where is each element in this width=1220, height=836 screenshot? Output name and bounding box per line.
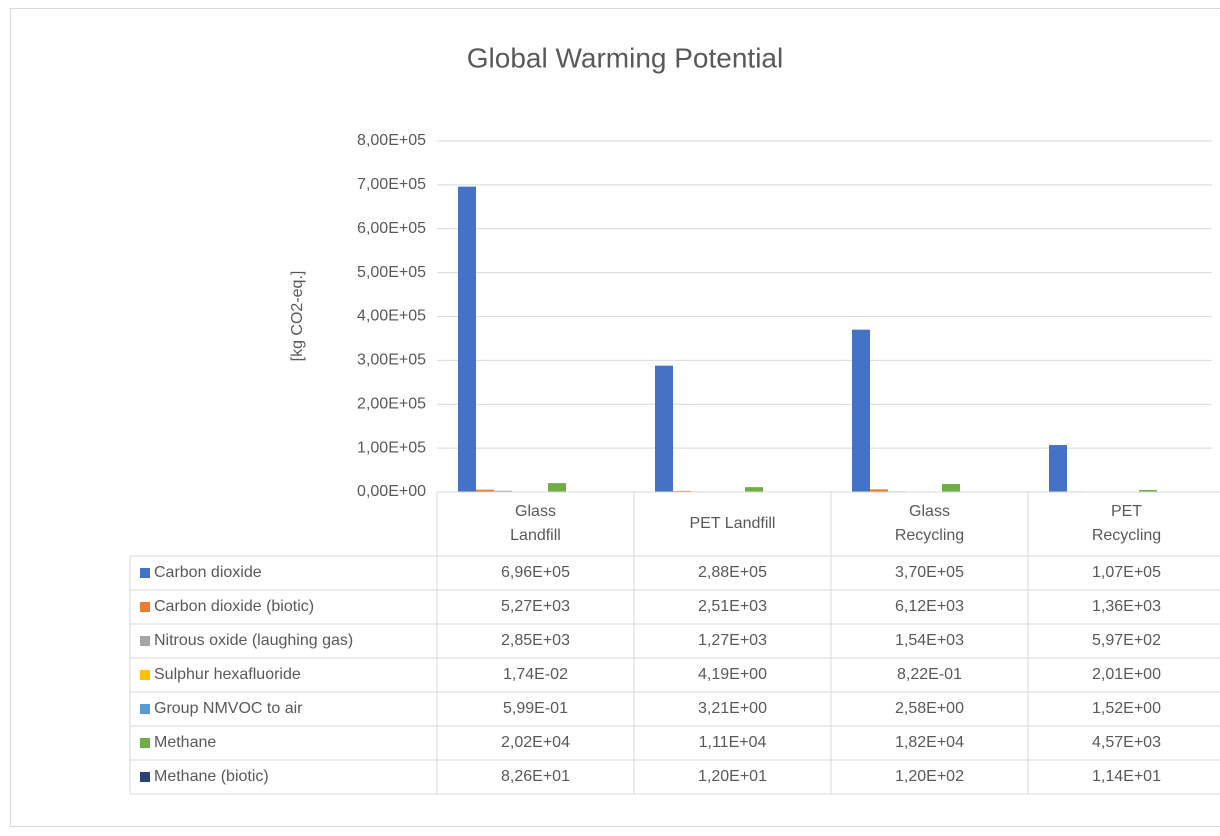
x-tick-label: Glass Recycling bbox=[894, 503, 965, 544]
x-tick-label: Glass Landfill bbox=[510, 503, 561, 544]
legend-label: Carbon dioxide bbox=[154, 564, 262, 581]
y-tick-label: 3,00E+05 bbox=[357, 352, 426, 369]
y-tick-label: 6,00E+05 bbox=[357, 220, 426, 237]
bar bbox=[870, 489, 888, 492]
table-value: 1,54E+03 bbox=[895, 632, 964, 649]
table-value: 8,22E-01 bbox=[897, 666, 962, 683]
table-value: 5,99E-01 bbox=[503, 700, 568, 717]
category-cell-box: Glass Recycling bbox=[831, 492, 1028, 556]
legend-label: Nitrous oxide (laughing gas) bbox=[154, 632, 353, 649]
table-value: 3,70E+05 bbox=[895, 564, 964, 581]
table-value: 1,82E+04 bbox=[895, 734, 964, 751]
x-tick-label: PET Recycling bbox=[1091, 503, 1162, 544]
x-tick-label: PET Landfill bbox=[689, 515, 776, 532]
table-value: 2,58E+00 bbox=[895, 700, 964, 717]
y-tick-label: 2,00E+05 bbox=[357, 395, 426, 412]
table-value: 3,21E+00 bbox=[698, 700, 767, 717]
legend-label: Carbon dioxide (biotic) bbox=[154, 598, 314, 615]
table-value: 1,14E+01 bbox=[1092, 768, 1161, 785]
category-cell: PET Recycling bbox=[1028, 492, 1220, 556]
table-value: 1,20E+02 bbox=[895, 768, 964, 785]
legend-label: Methane bbox=[154, 734, 216, 751]
chart-frame bbox=[10, 8, 1220, 827]
y-tick-label: 7,00E+05 bbox=[357, 176, 426, 193]
table-value: 2,01E+00 bbox=[1092, 666, 1161, 683]
table-value: 1,11E+04 bbox=[699, 734, 767, 751]
table-value: 2,02E+04 bbox=[501, 734, 570, 751]
category-cell-box: PET Recycling bbox=[1028, 492, 1220, 556]
bar bbox=[745, 487, 763, 492]
y-tick-label: 5,00E+05 bbox=[357, 264, 426, 281]
category-cell: PET Landfill bbox=[634, 492, 831, 556]
bar bbox=[655, 365, 673, 492]
table-value: 5,27E+03 bbox=[501, 598, 570, 615]
legend-label: Sulphur hexafluoride bbox=[154, 666, 301, 683]
bar bbox=[942, 484, 960, 492]
y-tick-label: 1,00E+05 bbox=[357, 439, 426, 456]
table-value: 1,36E+03 bbox=[1092, 598, 1161, 615]
table-value: 2,85E+03 bbox=[501, 632, 570, 649]
bar bbox=[476, 489, 494, 492]
table-value: 5,97E+02 bbox=[1092, 632, 1161, 649]
bar bbox=[673, 490, 691, 492]
legend-key bbox=[140, 670, 150, 680]
table-value: 4,19E+00 bbox=[698, 666, 767, 683]
bar bbox=[1049, 445, 1067, 492]
table-value: 4,57E+03 bbox=[1092, 734, 1161, 751]
y-axis-label: [kg CO2-eq.] bbox=[289, 271, 306, 362]
table-value: 2,88E+05 bbox=[698, 564, 767, 581]
legend-key bbox=[140, 772, 150, 782]
category-cell-box: PET Landfill bbox=[634, 492, 831, 556]
legend-key bbox=[140, 602, 150, 612]
table-value: 1,27E+03 bbox=[698, 632, 767, 649]
bar bbox=[458, 186, 476, 492]
chart-title: Global Warming Potential bbox=[467, 42, 783, 73]
legend-key bbox=[140, 636, 150, 646]
table-value: 1,74E-02 bbox=[503, 666, 568, 683]
bar bbox=[494, 490, 512, 492]
y-tick-label: 0,00E+00 bbox=[357, 483, 426, 500]
table-value: 8,26E+01 bbox=[501, 768, 570, 785]
legend-key bbox=[140, 568, 150, 578]
y-tick-label: 8,00E+05 bbox=[357, 132, 426, 149]
table-value: 1,07E+05 bbox=[1092, 564, 1161, 581]
category-cell-box: Glass Landfill bbox=[437, 492, 634, 556]
category-cell: Glass Recycling bbox=[831, 492, 1028, 556]
bar bbox=[548, 483, 566, 492]
table-value: 6,12E+03 bbox=[895, 598, 964, 615]
table-value: 2,51E+03 bbox=[698, 598, 767, 615]
bar bbox=[1139, 489, 1157, 492]
table-value: 1,20E+01 bbox=[698, 768, 767, 785]
legend-key bbox=[140, 704, 150, 714]
legend-label: Group NMVOC to air bbox=[154, 700, 303, 717]
y-tick-label: 4,00E+05 bbox=[357, 308, 426, 325]
category-cell: Glass Landfill bbox=[437, 492, 634, 556]
legend-label: Methane (biotic) bbox=[154, 768, 269, 785]
bar bbox=[852, 329, 870, 492]
table-value: 1,52E+00 bbox=[1092, 700, 1161, 717]
legend-key bbox=[140, 738, 150, 748]
table-value: 6,96E+05 bbox=[501, 564, 570, 581]
